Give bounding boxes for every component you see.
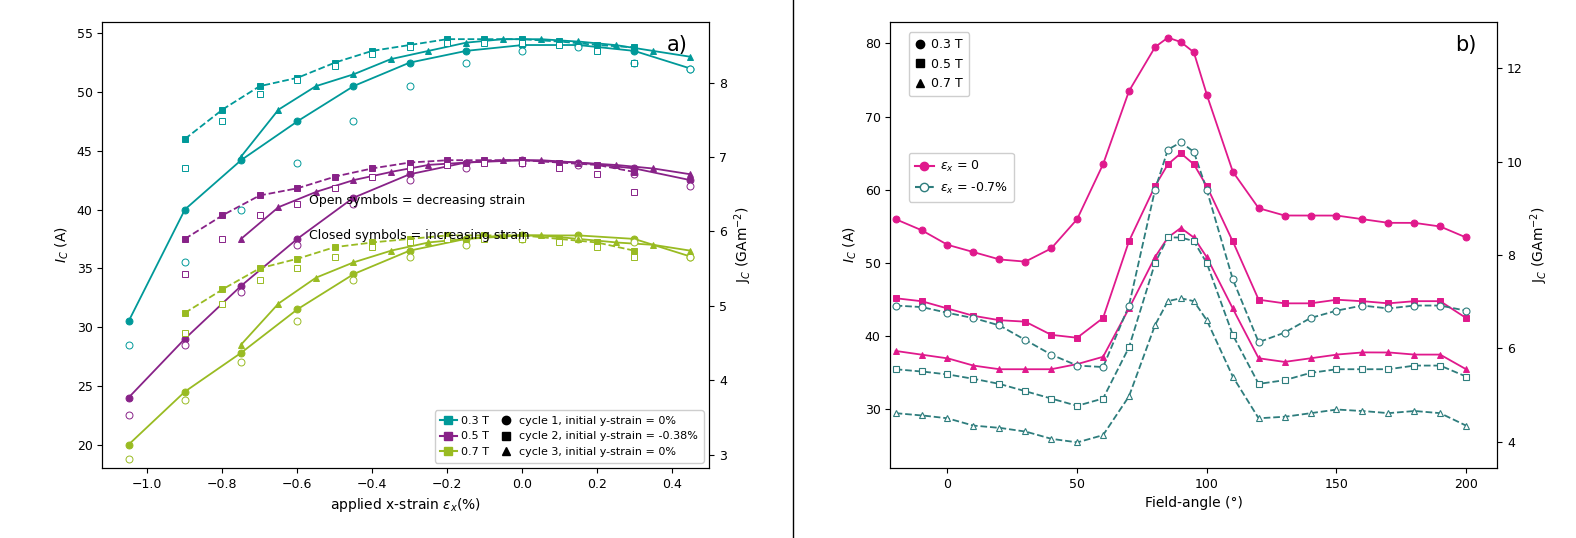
Text: Closed symbols = increasing strain: Closed symbols = increasing strain bbox=[309, 229, 530, 242]
Y-axis label: $I_C$ (A): $I_C$ (A) bbox=[54, 226, 71, 263]
Text: b): b) bbox=[1455, 35, 1477, 55]
Y-axis label: J$_C$ (GAm$^{-2}$): J$_C$ (GAm$^{-2}$) bbox=[733, 207, 753, 283]
X-axis label: applied x-strain $\varepsilon_x$(%): applied x-strain $\varepsilon_x$(%) bbox=[331, 497, 481, 514]
Y-axis label: $I_C$ (A): $I_C$ (A) bbox=[842, 226, 859, 263]
Text: a): a) bbox=[667, 35, 687, 55]
Y-axis label: J$_C$ (GAm$^{-2}$): J$_C$ (GAm$^{-2}$) bbox=[1529, 207, 1549, 283]
Legend: $\varepsilon_x$ = 0, $\varepsilon_x$ = -0.7%: $\varepsilon_x$ = 0, $\varepsilon_x$ = -… bbox=[909, 153, 1013, 202]
Text: Open symbols = decreasing strain: Open symbols = decreasing strain bbox=[309, 194, 525, 207]
Legend: 0.3 T, 0.5 T, 0.7 T, cycle 1, initial y-strain = 0%, cycle 2, initial y-strain =: 0.3 T, 0.5 T, 0.7 T, cycle 1, initial y-… bbox=[435, 410, 703, 463]
X-axis label: Field-angle (°): Field-angle (°) bbox=[1144, 497, 1243, 511]
